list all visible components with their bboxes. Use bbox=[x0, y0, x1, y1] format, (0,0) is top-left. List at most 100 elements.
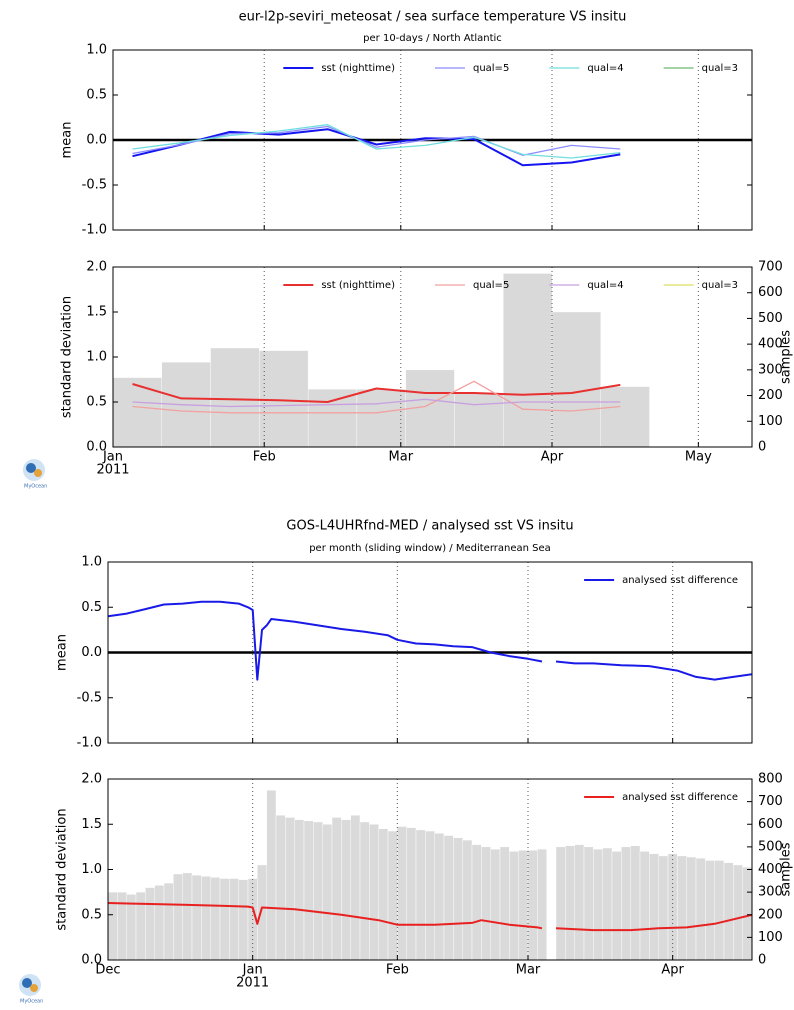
series-line bbox=[132, 128, 621, 167]
chart-title: eur-l2p-seviri_meteosat / sea surface te… bbox=[239, 10, 627, 25]
sample-bar bbox=[259, 350, 309, 447]
sample-bar bbox=[527, 850, 538, 960]
sample-bar bbox=[443, 835, 454, 960]
sample-bar bbox=[649, 853, 659, 960]
legend-label: analysed sst difference bbox=[622, 575, 738, 586]
sample-bar bbox=[210, 877, 221, 960]
y-tick-label: 0.5 bbox=[81, 600, 102, 615]
plot-frame bbox=[112, 266, 753, 448]
y2-tick-label: 800 bbox=[758, 772, 783, 787]
sample-bar bbox=[322, 824, 333, 960]
y-axis-label: standard deviation bbox=[60, 296, 75, 418]
series-line bbox=[132, 380, 621, 414]
x-tick-label: May bbox=[685, 450, 712, 465]
sample-bar bbox=[182, 872, 193, 960]
panel: eur-l2p-seviri_meteosat / sea surface te… bbox=[60, 10, 753, 238]
sample-bar bbox=[454, 392, 504, 447]
sample-bar bbox=[667, 853, 678, 960]
sample-bar bbox=[331, 817, 342, 960]
y2-axis-label: samples bbox=[779, 330, 794, 384]
y-axis-label: mean bbox=[55, 634, 70, 671]
y2-tick-label: 700 bbox=[758, 794, 783, 809]
sample-bar bbox=[503, 273, 553, 447]
y-tick-label: 0.5 bbox=[86, 88, 107, 103]
panel: GOS-L4UHRfnd-MED / analysed sst VS insit… bbox=[55, 519, 753, 751]
sample-bar bbox=[359, 821, 370, 960]
y-tick-label: 2.0 bbox=[86, 260, 107, 275]
sample-bar bbox=[238, 879, 249, 960]
y-tick-label: 0.5 bbox=[81, 907, 102, 922]
sample-bar bbox=[285, 817, 295, 960]
logo-mark bbox=[22, 978, 32, 988]
sample-bar bbox=[341, 819, 351, 960]
y2-tick-label: 100 bbox=[758, 414, 783, 429]
y2-tick-label: 600 bbox=[758, 285, 783, 300]
sample-bar bbox=[201, 876, 211, 960]
y-tick-label: 0.0 bbox=[81, 953, 102, 968]
sample-bar bbox=[639, 851, 650, 960]
sample-bar bbox=[621, 846, 631, 960]
x-tick-sublabel: 2011 bbox=[96, 463, 129, 478]
x-tick-label: Feb bbox=[253, 450, 276, 465]
y-tick-label: 1.5 bbox=[86, 305, 107, 320]
sample-bar bbox=[113, 377, 162, 447]
sample-bar bbox=[191, 874, 202, 960]
y-tick-label: 1.0 bbox=[86, 43, 107, 58]
sample-bar bbox=[397, 826, 407, 960]
logo: MyOcean bbox=[23, 459, 47, 490]
sample-bar bbox=[356, 388, 406, 447]
sample-bar bbox=[369, 824, 379, 960]
sample-bar bbox=[565, 845, 575, 960]
legend-label: qual=5 bbox=[473, 63, 509, 74]
sample-bar bbox=[378, 828, 389, 960]
series-line bbox=[132, 383, 621, 403]
sample-bar bbox=[415, 829, 426, 960]
y2-tick-label: 400 bbox=[758, 337, 783, 352]
y2-tick-label: 500 bbox=[758, 839, 783, 854]
legend-label: sst (nighttime) bbox=[321, 63, 395, 74]
sample-bar bbox=[229, 878, 239, 960]
sample-bar bbox=[509, 851, 519, 960]
series-line bbox=[132, 124, 621, 159]
legend-label: analysed sst difference bbox=[622, 792, 738, 803]
y2-tick-label: 200 bbox=[758, 388, 783, 403]
sample-bar bbox=[600, 386, 650, 447]
y-tick-label: -0.5 bbox=[82, 178, 107, 193]
sample-bar bbox=[406, 827, 417, 960]
sample-bar bbox=[350, 815, 361, 960]
sample-bar bbox=[145, 887, 155, 960]
sample-bar bbox=[154, 885, 165, 960]
sample-bar bbox=[677, 855, 687, 960]
y2-tick-label: 300 bbox=[758, 362, 783, 377]
sample-bar bbox=[602, 847, 613, 960]
y-tick-label: 1.0 bbox=[81, 862, 102, 877]
x-tick-label: Apr bbox=[661, 963, 684, 978]
legend-label: qual=3 bbox=[702, 280, 738, 291]
sample-bar bbox=[425, 830, 435, 960]
y-tick-label: 0.5 bbox=[86, 395, 107, 410]
x-tick-label: Feb bbox=[386, 963, 409, 978]
sample-bar bbox=[742, 867, 752, 960]
y-tick-label: -1.0 bbox=[82, 223, 107, 238]
series-line bbox=[132, 398, 621, 408]
sample-bar bbox=[275, 815, 286, 960]
sample-bar bbox=[219, 878, 230, 960]
panel: 0.0 0.5 1.0 1.5 2.0 0 100 200 300 400 500 600 700 800… bbox=[55, 772, 794, 991]
y2-tick-label: 300 bbox=[758, 885, 783, 900]
plot-frame bbox=[112, 49, 753, 231]
x-tick-label: Jan bbox=[102, 450, 123, 465]
y2-axis-label: samples bbox=[779, 842, 794, 896]
sample-bar bbox=[733, 864, 743, 960]
sample-bar bbox=[266, 790, 277, 960]
sample-bar bbox=[518, 850, 529, 960]
y-tick-label: 1.0 bbox=[86, 350, 107, 365]
series-line bbox=[108, 902, 752, 932]
plot-area bbox=[113, 50, 752, 230]
logo-mark bbox=[30, 984, 38, 992]
x-tick-label: Apr bbox=[541, 450, 564, 465]
y2-tick-label: 0 bbox=[758, 953, 766, 968]
y-axis-label: mean bbox=[60, 122, 75, 159]
sample-bar bbox=[537, 848, 547, 960]
y2-tick-label: 400 bbox=[758, 862, 783, 877]
